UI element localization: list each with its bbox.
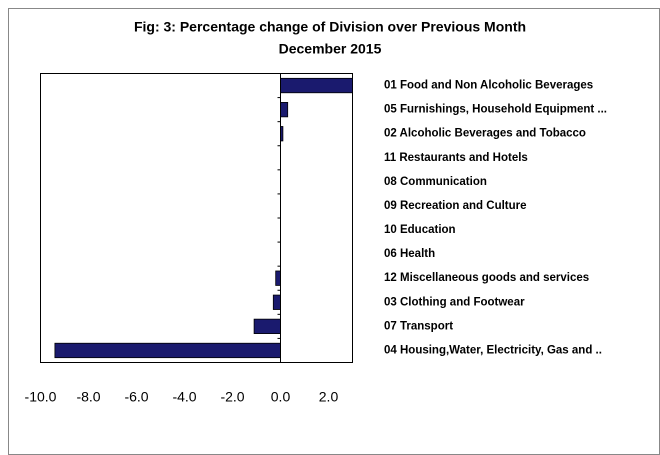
y-tick-label: 08 Communication <box>384 176 487 188</box>
y-tick-label: 02 Alcoholic Beverages and Tobacco <box>384 128 586 140</box>
x-tick-label: -8.0 <box>76 389 100 405</box>
bar <box>275 270 281 286</box>
y-tick-label: 07 Transport <box>384 320 453 332</box>
bar <box>280 102 289 118</box>
plot-area <box>40 73 353 363</box>
y-tick-label: 06 Health <box>384 248 435 260</box>
x-tick-label: 0.0 <box>271 389 291 405</box>
y-tick-label: 01 Food and Non Alcoholic Beverages <box>384 80 593 92</box>
y-tick-label: 05 Furnishings, Household Equipment ... <box>384 104 607 116</box>
chart-frame <box>8 8 660 455</box>
x-tick-label: 2.0 <box>319 389 339 405</box>
y-tick-label: 03 Clothing and Footwear <box>384 296 525 308</box>
bar <box>272 294 281 310</box>
x-tick-label: -10.0 <box>25 389 57 405</box>
chart-title: Fig: 3: Percentage change of Division ov… <box>134 19 526 35</box>
bar <box>280 77 353 94</box>
y-tick-label: 10 Education <box>384 224 456 236</box>
y-tick-label: 04 Housing,Water, Electricity, Gas and .… <box>384 344 602 356</box>
y-tick-label: 12 Miscellaneous goods and services <box>384 272 589 284</box>
y-tick-label: 09 Recreation and Culture <box>384 200 527 212</box>
y-tick-label: 11 Restaurants and Hotels <box>384 152 528 164</box>
x-tick-label: -4.0 <box>172 389 196 405</box>
bar <box>253 318 281 334</box>
bar <box>54 342 281 359</box>
x-tick-label: -6.0 <box>124 389 148 405</box>
x-tick-label: -2.0 <box>220 389 244 405</box>
chart-subtitle: December 2015 <box>279 41 382 57</box>
